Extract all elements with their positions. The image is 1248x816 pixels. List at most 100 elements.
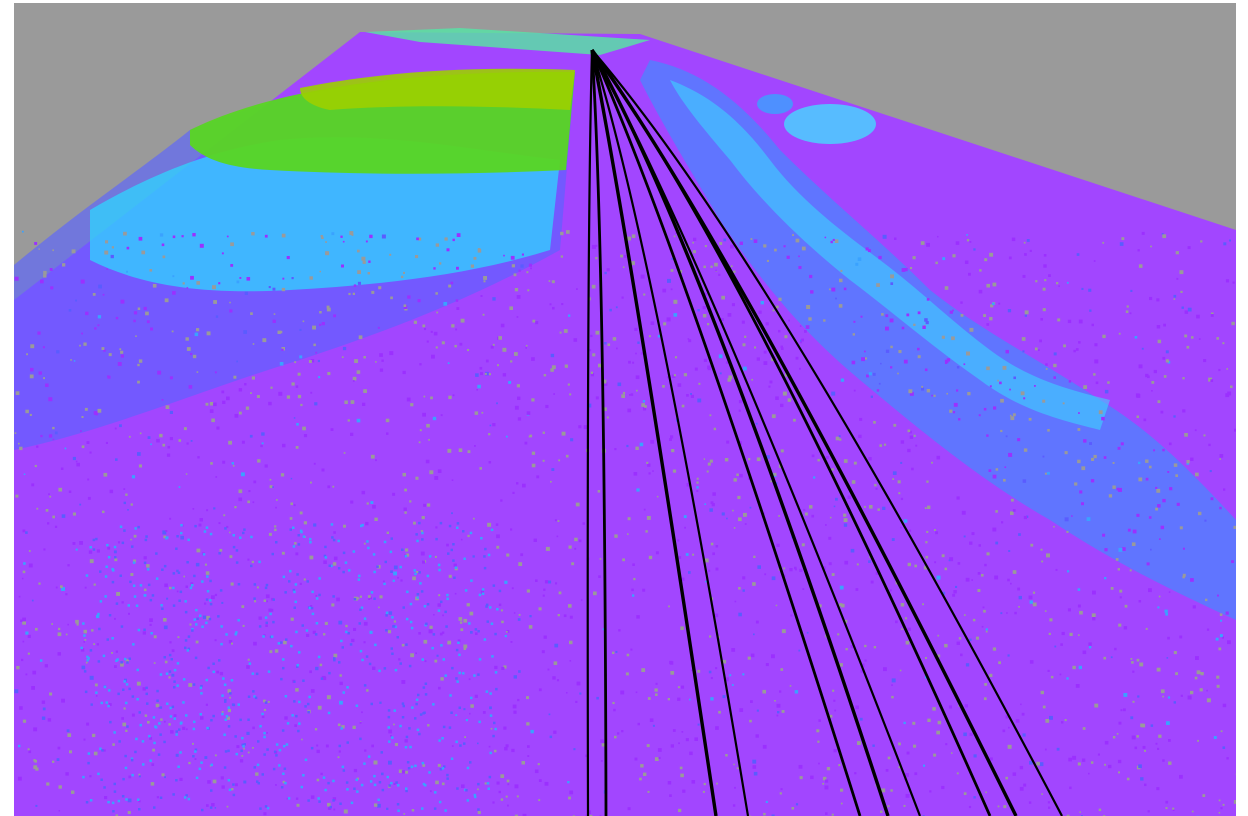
point-speckle [138, 464, 142, 468]
point-speckle [1005, 715, 1009, 719]
point-speckle [485, 371, 489, 376]
point-speckle [404, 739, 408, 743]
point-speckle [914, 564, 917, 568]
point-speckle [1200, 672, 1204, 676]
point-speckle [909, 435, 914, 439]
point-speckle [543, 588, 546, 591]
point-speckle [315, 622, 319, 625]
point-speckle [277, 642, 281, 645]
point-speckle [176, 684, 179, 687]
point-speckle [1055, 568, 1058, 571]
point-speckle [165, 530, 168, 532]
point-speckle [386, 807, 389, 810]
point-speckle [325, 241, 327, 243]
point-speckle [898, 742, 901, 746]
point-speckle [253, 641, 257, 646]
point-speckle [518, 614, 521, 616]
point-speckle [359, 737, 362, 741]
point-speckle [119, 424, 122, 428]
point-speckle [707, 462, 711, 466]
point-speckle [127, 604, 130, 607]
point-speckle [690, 669, 693, 672]
point-speckle [1179, 526, 1183, 530]
point-speckle [284, 716, 288, 720]
point-speckle [307, 702, 310, 706]
point-speckle [866, 374, 869, 378]
point-speckle [963, 363, 966, 366]
point-speckle [47, 522, 50, 525]
point-speckle [117, 799, 121, 803]
point-speckle [159, 433, 163, 438]
point-speckle [1226, 757, 1229, 760]
point-speckle [981, 625, 984, 628]
point-speckle [196, 281, 200, 285]
point-speckle [202, 553, 206, 556]
viewport-border-left [0, 0, 14, 816]
point-speckle [868, 372, 872, 376]
point-speckle [435, 780, 439, 785]
point-speckle [133, 534, 137, 538]
point-speckle [263, 708, 266, 711]
point-speckle [135, 604, 139, 607]
point-speckle [345, 630, 348, 634]
point-speckle [251, 232, 255, 236]
point-speckle [749, 719, 752, 723]
point-speckle [241, 736, 244, 740]
point-speckle [420, 590, 424, 593]
point-speckle [994, 575, 999, 580]
point-speckle [765, 800, 768, 803]
point-speckle [247, 718, 250, 721]
point-speckle [1040, 690, 1044, 695]
point-speckle [292, 545, 296, 548]
point-speckle [654, 688, 658, 692]
point-speckle [162, 443, 166, 447]
point-speckle [175, 733, 178, 736]
point-speckle [231, 642, 233, 645]
point-speckle [250, 564, 253, 568]
point-speckle [48, 434, 53, 438]
point-speckle [604, 271, 607, 275]
point-speckle [205, 703, 208, 706]
point-speckle [49, 268, 53, 271]
point-speckle [440, 644, 443, 647]
point-speckle [194, 524, 197, 528]
point-speckle [329, 807, 332, 810]
point-speckle [1184, 334, 1188, 338]
point-speckle [444, 237, 448, 241]
point-speckle [1233, 800, 1238, 804]
point-speckle [290, 477, 293, 480]
point-speckle [188, 761, 191, 765]
point-speckle [252, 343, 255, 345]
point-speckle [889, 589, 892, 592]
point-speckle [375, 459, 377, 462]
point-speckle [1130, 658, 1133, 660]
point-speckle [30, 344, 35, 349]
point-speckle [685, 738, 689, 742]
point-speckle [771, 654, 775, 659]
point-speckle [317, 359, 320, 363]
point-speckle [282, 575, 286, 579]
point-speckle [1092, 590, 1096, 595]
point-speckle [340, 235, 343, 238]
point-speckle [786, 255, 790, 259]
point-speckle [355, 704, 359, 707]
point-speckle [338, 750, 341, 753]
point-speckle [293, 504, 296, 507]
point-speckle [489, 751, 492, 755]
point-speckle [341, 765, 345, 769]
point-speckle [1038, 349, 1040, 351]
point-speckle [253, 766, 256, 769]
point-speckle [113, 782, 116, 786]
point-speckle [275, 743, 279, 746]
point-speckle [780, 788, 783, 791]
point-speckle [246, 731, 250, 735]
point-speckle [209, 599, 212, 602]
point-speckle [21, 658, 24, 662]
point-speckle [416, 237, 419, 241]
point-speckle [125, 659, 129, 663]
point-speckle [71, 790, 75, 794]
point-speckle [926, 389, 931, 393]
point-speckle [297, 534, 300, 537]
